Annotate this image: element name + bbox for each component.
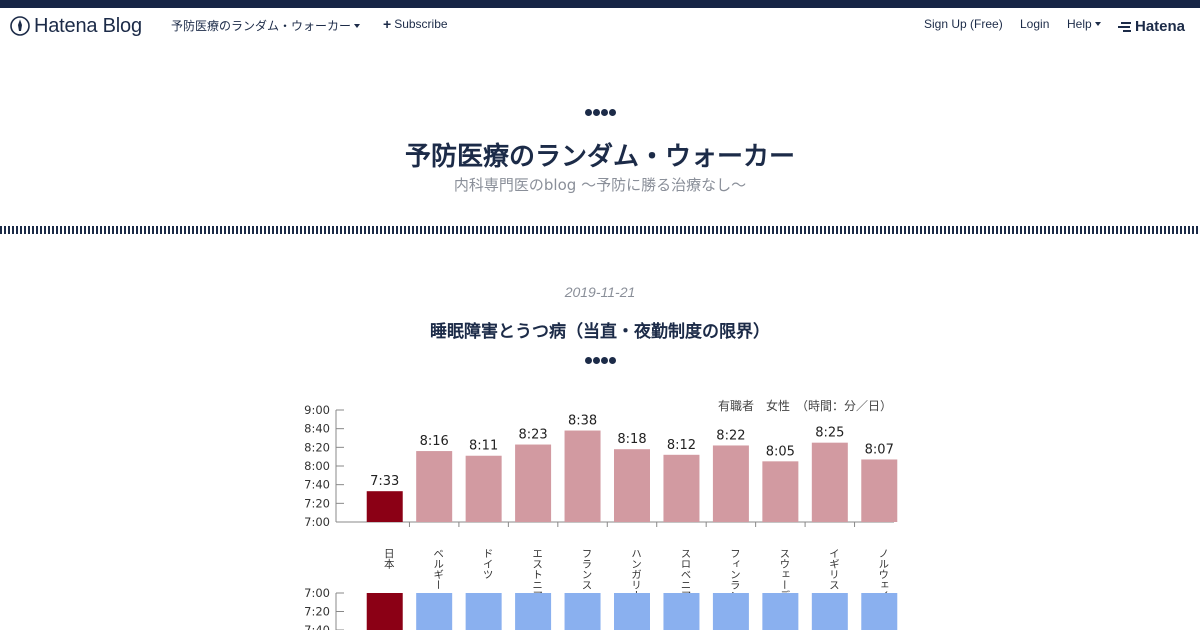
category-label: ハンガリー <box>630 548 642 601</box>
y-tick-label: 9:00 <box>304 403 330 417</box>
help-dropdown[interactable]: Help <box>1067 17 1101 31</box>
lower-y-tick-label: 7:00 <box>304 586 330 600</box>
category-label: ドイツ <box>482 548 494 580</box>
login-label: Login <box>1020 17 1050 31</box>
brand-name: Hatena Blog <box>34 14 142 37</box>
subscribe-button[interactable]: + Subscribe <box>383 17 448 31</box>
lower-bar-10 <box>861 593 898 630</box>
lower-bar-9 <box>811 593 848 630</box>
bar-value-label: 8:16 <box>420 434 449 449</box>
plus-icon: + <box>383 16 392 32</box>
lower-y-tick-label: 7:20 <box>304 605 330 619</box>
bar-6 <box>663 454 700 522</box>
bar-2 <box>465 455 502 522</box>
bar-10 <box>861 459 898 522</box>
login-link[interactable]: Login <box>1020 17 1049 31</box>
y-tick-label: 8:00 <box>304 459 330 473</box>
bar-4 <box>564 430 601 522</box>
bar-3 <box>515 444 552 522</box>
y-tick-label: 7:00 <box>304 515 330 529</box>
lower-bar-5 <box>614 593 650 630</box>
lower-bar-4 <box>564 593 601 630</box>
hatena-blog-pen-icon <box>10 16 30 36</box>
bar-value-label: 8:11 <box>469 439 498 454</box>
hatena-logo[interactable]: Hatena <box>1118 18 1185 35</box>
bar-7 <box>712 445 749 522</box>
category-label: 日本 <box>383 548 395 570</box>
category-label: イギリス <box>828 548 840 590</box>
lower-bar-3 <box>515 593 552 630</box>
y-tick-label: 7:40 <box>304 478 330 492</box>
category-label: フランス <box>581 548 593 590</box>
bar-1 <box>416 451 453 522</box>
bar-value-label: 8:12 <box>667 438 696 453</box>
help-label: Help <box>1067 17 1092 31</box>
bar-value-label: 8:05 <box>766 444 795 459</box>
top-accent-stripe <box>0 0 1200 8</box>
signup-link[interactable]: Sign Up (Free) <box>924 17 1003 31</box>
entry-date[interactable]: 2019-11-21 <box>564 284 636 300</box>
global-header: Hatena Blog 予防医療のランダム・ウォーカー + Subscribe … <box>0 8 1200 44</box>
chevron-down-icon <box>1094 22 1101 26</box>
lower-bar-8 <box>762 593 799 630</box>
category-label: ノルウェイ <box>877 548 889 601</box>
bar-value-label: 8:22 <box>716 428 745 443</box>
bar-0 <box>366 491 403 522</box>
bar-value-label: 7:33 <box>370 474 399 489</box>
blog-menu-dropdown[interactable]: 予防医療のランダム・ウォーカー <box>171 17 361 34</box>
bar-value-label: 8:07 <box>865 442 894 457</box>
category-label: スロベニア <box>679 548 691 601</box>
y-tick-label: 7:20 <box>304 496 330 510</box>
lower-bar-6 <box>663 593 700 630</box>
blog-description: 内科専門医のblog 〜予防に勝る治療なし〜 <box>453 176 747 194</box>
lower-bar-0 <box>366 593 403 630</box>
blog-menu-label: 予防医療のランダム・ウォーカー <box>171 19 352 33</box>
hatena-blog-logo[interactable]: Hatena Blog <box>10 15 142 37</box>
bar-value-label: 8:38 <box>568 414 597 429</box>
chart-annotation: 有職者 女性 （時間：分／日） <box>718 398 892 413</box>
lower-bar-7 <box>712 593 749 630</box>
subscribe-label: Subscribe <box>394 17 448 31</box>
header-divider <box>0 226 1200 234</box>
lower-bar-1 <box>416 593 453 630</box>
bar-5 <box>614 449 650 522</box>
sleep-time-bar-chart: 有職者 女性 （時間：分／日） 9:00 8:40 8:20 8:00 7:40 7:20 7… <box>304 398 898 630</box>
y-tick-label: 8:20 <box>304 440 330 454</box>
bar-9 <box>811 442 848 522</box>
blog-title-ornament <box>0 109 1200 116</box>
entry-title[interactable]: 睡眠障害とうつ病（当直・夜勤制度の限界） <box>430 322 770 342</box>
category-label: ベルギー <box>432 548 444 590</box>
bar-value-label: 8:23 <box>518 428 547 443</box>
entry-title-ornament <box>0 357 1200 364</box>
blog-title[interactable]: 予防医療のランダム・ウォーカー <box>404 142 795 172</box>
signup-label: Sign Up (Free) <box>924 17 1003 31</box>
category-label: エストニア <box>531 548 543 601</box>
bar-8 <box>762 461 799 522</box>
hatena-speed-lines-icon <box>1118 21 1131 32</box>
y-tick-label: 8:40 <box>304 422 330 436</box>
lower-y-tick-label: 7:40 <box>304 623 330 630</box>
hatena-logo-text: Hatena <box>1135 18 1186 35</box>
lower-bar-2 <box>465 593 502 630</box>
chevron-down-icon <box>354 23 361 28</box>
bar-value-label: 8:25 <box>815 426 844 441</box>
bar-value-label: 8:18 <box>617 432 646 447</box>
